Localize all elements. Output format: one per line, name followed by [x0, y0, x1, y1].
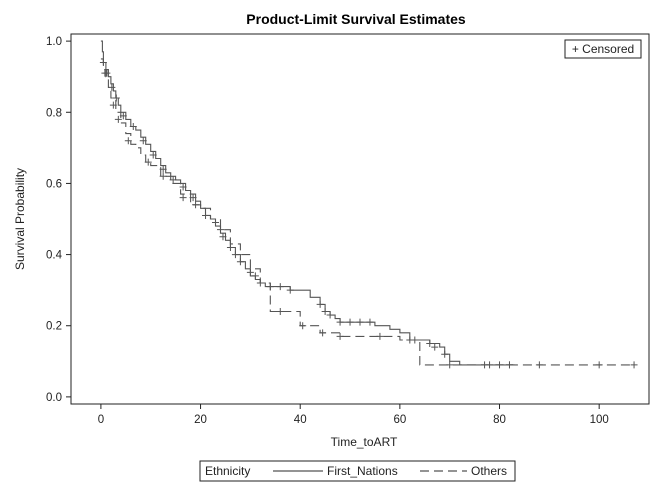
- censor-mark: [144, 158, 152, 166]
- censor-mark: [276, 283, 284, 291]
- censor-mark: [441, 350, 449, 358]
- x-tick-label: 60: [393, 414, 406, 426]
- y-tick-label: 1.0: [46, 36, 62, 48]
- censor-mark: [159, 172, 167, 180]
- censor-mark: [346, 318, 354, 326]
- censor-mark: [108, 83, 116, 91]
- series-legend: Ethnicity First_Nations Others: [199, 460, 516, 482]
- chart-title: Product-Limit Survival Estimates: [246, 11, 466, 27]
- censor-mark: [595, 361, 603, 369]
- y-tick-label: 0.6: [46, 178, 62, 190]
- censor-mark: [226, 243, 234, 251]
- censor-mark: [149, 151, 157, 159]
- censor-mark: [446, 361, 454, 369]
- censor-mark: [114, 115, 122, 123]
- censor-mark: [316, 300, 324, 308]
- censor-mark: [251, 272, 259, 280]
- x-tick-label: 0: [98, 414, 104, 426]
- censor-mark: [486, 361, 494, 369]
- censor-mark: [179, 194, 187, 202]
- censor-mark: [376, 332, 384, 340]
- censor-mark: [101, 69, 109, 77]
- series-line-first-nations: [100, 40, 515, 366]
- series-line-others: [100, 58, 635, 366]
- censor-mark: [202, 211, 210, 219]
- legend-title: Ethnicity: [205, 464, 250, 478]
- censor-mark: [319, 329, 327, 337]
- censor-mark: [426, 340, 434, 348]
- censor-mark: [630, 361, 638, 369]
- censor-mark: [129, 123, 137, 130]
- censor-mark: [216, 226, 224, 234]
- censor-legend-box: [564, 39, 642, 59]
- series-legend-box: [199, 460, 516, 482]
- censor-mark: [109, 101, 117, 109]
- y-axis-label: Survival Probability: [13, 168, 27, 270]
- censor-mark: [406, 336, 414, 344]
- censor-mark: [336, 332, 344, 340]
- y-axis: 0.0 0.2 0.4 0.6 0.8 1.0: [46, 36, 71, 404]
- censor-mark: [366, 318, 374, 326]
- censor-mark: [219, 233, 227, 241]
- x-tick-label: 40: [294, 414, 307, 426]
- censor-legend-label: + Censored: [572, 42, 634, 56]
- censor-mark: [431, 343, 439, 351]
- plot-frame: [70, 33, 650, 405]
- series-layer: [99, 40, 638, 369]
- legend-label-first-nations: First_Nations: [327, 464, 398, 478]
- censor-mark: [356, 318, 364, 326]
- censor-mark: [286, 286, 294, 294]
- censor-mark: [212, 219, 219, 227]
- censor-mark: [321, 308, 329, 315]
- y-tick-label: 0.2: [46, 321, 62, 333]
- y-tick-label: 0.8: [46, 107, 62, 119]
- censor-marks-others: [101, 69, 638, 369]
- censor-mark: [124, 137, 132, 145]
- y-tick-label: 0.4: [46, 250, 63, 262]
- censor-mark: [326, 311, 334, 319]
- censor-mark: [336, 318, 344, 326]
- censor-mark: [231, 251, 239, 259]
- legend-label-others: Others: [471, 464, 507, 478]
- censor-mark: [192, 201, 200, 209]
- x-axis: 0 20 40 60 80 100: [98, 404, 609, 426]
- censor-mark: [246, 268, 254, 276]
- censor-mark: [236, 258, 244, 266]
- censor-mark: [505, 361, 513, 369]
- censor-mark: [139, 137, 147, 145]
- censor-mark: [299, 322, 307, 330]
- x-axis-label: Time_toART: [331, 435, 398, 449]
- censor-mark: [179, 183, 187, 191]
- censor-marks-first-nations: [99, 58, 513, 369]
- censor-mark: [535, 361, 543, 369]
- y-tick-label: 0.0: [46, 392, 62, 404]
- x-tick-label: 100: [590, 414, 609, 426]
- censor-legend: + Censored: [564, 39, 642, 59]
- censor-mark: [276, 308, 284, 315]
- x-tick-label: 20: [194, 414, 207, 426]
- x-tick-label: 80: [493, 414, 506, 426]
